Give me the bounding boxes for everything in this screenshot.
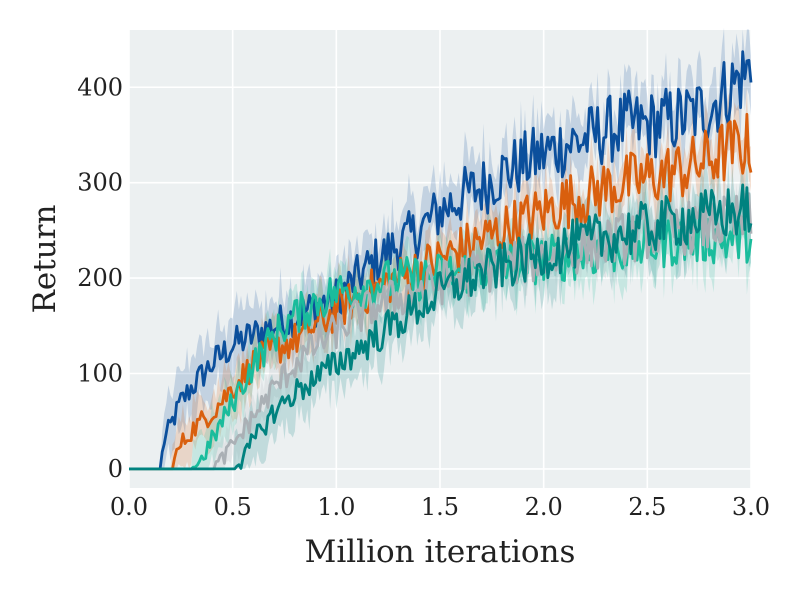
x-tick-label: 0.0	[110, 493, 148, 521]
y-tick-label: 300	[77, 169, 123, 197]
y-tick-label: 0	[108, 455, 123, 483]
series-lines	[129, 50, 753, 471]
x-tick-label: 0.5	[214, 493, 252, 521]
x-tick-label: 1.0	[317, 493, 355, 521]
series-line-1	[129, 50, 753, 471]
y-tick-label: 200	[77, 264, 123, 292]
x-tick-label: 3.0	[732, 493, 770, 521]
series-line-5	[129, 183, 753, 471]
y-tick-labels: 0 100 200 300 400	[77, 73, 123, 483]
x-axis-label: Million iterations	[305, 534, 576, 570]
series-line-2	[129, 112, 753, 471]
y-axis-label: Return	[27, 205, 63, 314]
x-tick-labels: 0.0 0.5 1.0 1.5 2.0 2.5 3.0	[110, 493, 770, 521]
x-tick-label: 2.5	[628, 493, 666, 521]
y-tick-label: 100	[77, 360, 123, 388]
x-tick-label: 2.0	[525, 493, 563, 521]
series-band-5	[129, 153, 751, 469]
y-tick-label: 400	[77, 73, 123, 101]
x-tick-label: 1.5	[421, 493, 459, 521]
